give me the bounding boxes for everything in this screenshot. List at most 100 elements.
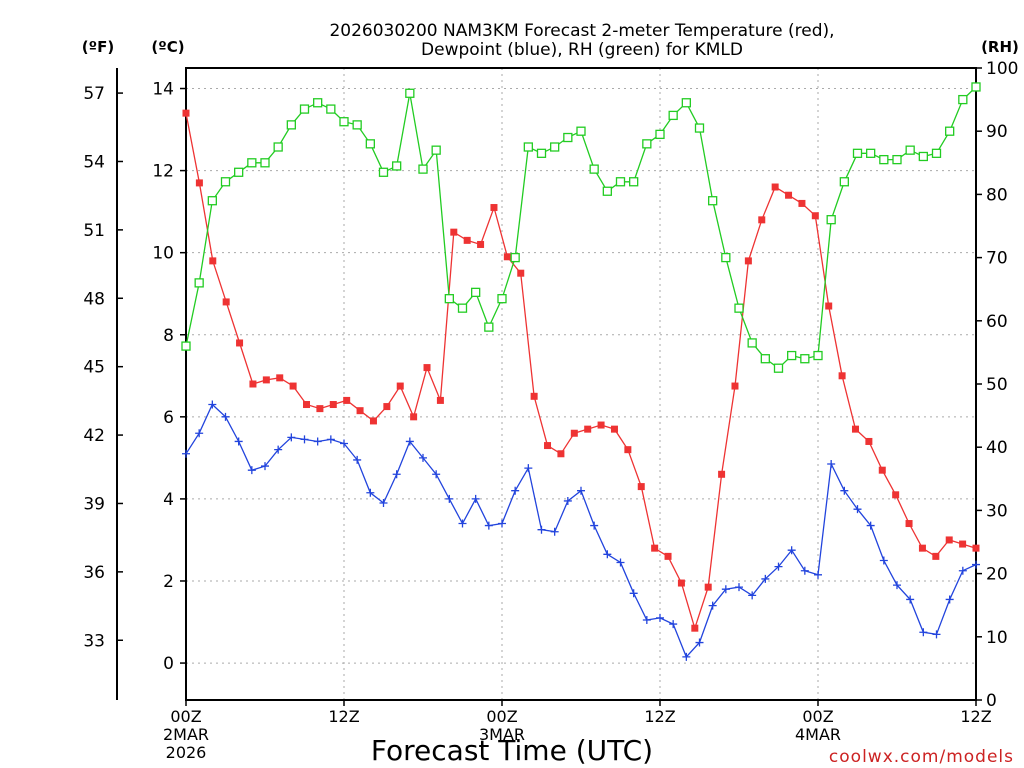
data-point <box>629 177 639 187</box>
data-point <box>418 164 428 174</box>
data-point <box>497 294 507 304</box>
data-point <box>642 615 651 624</box>
data-point <box>721 585 730 594</box>
data-point <box>299 104 310 114</box>
plot-frame <box>185 67 977 701</box>
data-point <box>668 110 678 121</box>
data-point <box>734 303 744 313</box>
celsius-tick-label: 6 <box>163 408 174 428</box>
data-point <box>616 558 625 567</box>
x-axis-title: Forecast Time (UTC) <box>371 734 653 767</box>
data-point <box>814 570 822 579</box>
data-point <box>610 425 618 433</box>
data-point <box>260 158 270 168</box>
data-point <box>326 435 335 444</box>
data-point <box>273 142 283 152</box>
celsius-tick-label: 4 <box>163 490 174 510</box>
time-tick-date: 2MAR <box>163 725 209 744</box>
data-point <box>655 129 665 140</box>
data-point <box>811 212 819 220</box>
data-point <box>905 520 913 528</box>
fahrenheit-tick-label: 57 <box>83 84 105 104</box>
data-point <box>339 117 349 127</box>
rh-tick-label: 50 <box>986 375 1008 395</box>
data-point <box>932 630 941 639</box>
data-point <box>865 437 873 445</box>
data-point <box>405 437 414 446</box>
data-point <box>771 183 779 191</box>
data-point <box>234 437 243 446</box>
celsius-tick-label: 8 <box>163 326 174 346</box>
data-point <box>589 164 599 174</box>
data-point <box>826 215 836 225</box>
data-point <box>490 204 498 212</box>
data-point <box>906 595 915 604</box>
celsius-axis: 0 2 4 6 8 10 12 14 <box>152 80 186 674</box>
data-point <box>735 583 743 592</box>
series-line <box>185 112 977 631</box>
data-point <box>563 496 572 505</box>
data-point <box>313 437 322 446</box>
data-point <box>181 341 191 351</box>
data-point <box>379 499 388 508</box>
data-point <box>932 552 940 560</box>
data-point <box>419 453 427 462</box>
data-point <box>840 486 849 495</box>
data-point <box>972 560 980 569</box>
data-point <box>682 652 691 661</box>
rh-tick-label: 30 <box>986 501 1008 521</box>
data-point <box>356 407 364 415</box>
time-tick-year: 2026 <box>166 743 207 762</box>
rh-axis: 0 10 20 30 40 50 60 70 80 90 100 <box>976 59 1018 711</box>
data-point <box>563 132 573 143</box>
data-point <box>945 536 953 544</box>
data-point <box>972 544 980 552</box>
rh-tick-label: 90 <box>986 122 1008 142</box>
data-point <box>892 491 900 499</box>
data-point <box>694 123 705 133</box>
time-tick-date: 4MAR <box>795 725 841 744</box>
data-point <box>718 470 726 478</box>
data-point <box>748 591 757 600</box>
dewpoint-series <box>182 400 980 661</box>
data-point <box>892 154 902 165</box>
data-point <box>959 540 967 548</box>
fahrenheit-tick-label: 42 <box>83 426 105 446</box>
data-point <box>471 494 480 503</box>
data-point <box>852 148 863 158</box>
data-point <box>432 470 441 479</box>
data-point <box>195 429 204 438</box>
data-point <box>651 544 659 552</box>
data-point <box>234 167 244 177</box>
celsius-axis-unit: (ºC) <box>151 38 184 56</box>
data-point <box>195 179 203 187</box>
fahrenheit-axis-unit: (ºF) <box>82 38 114 56</box>
data-point <box>800 354 810 364</box>
data-point <box>536 148 547 158</box>
data-point <box>383 403 391 411</box>
data-point <box>484 322 494 332</box>
data-point <box>300 435 309 444</box>
data-point <box>760 354 770 364</box>
data-point <box>261 462 269 471</box>
data-point <box>761 574 770 583</box>
data-point <box>918 544 926 552</box>
credit-text: coolwx.com/models <box>829 747 1014 767</box>
data-point <box>537 525 546 534</box>
data-point <box>602 186 612 196</box>
data-point <box>878 466 886 474</box>
data-point <box>366 488 375 497</box>
data-point <box>392 161 402 171</box>
data-point <box>221 412 230 421</box>
data-point <box>194 278 204 288</box>
data-point <box>557 450 565 458</box>
data-point <box>405 88 415 98</box>
data-point <box>945 126 955 136</box>
time-tick-label: 00Z <box>802 707 833 726</box>
data-point <box>669 620 678 629</box>
data-point <box>220 177 231 187</box>
data-point <box>637 483 645 491</box>
data-point <box>392 470 401 479</box>
data-point <box>316 405 324 413</box>
